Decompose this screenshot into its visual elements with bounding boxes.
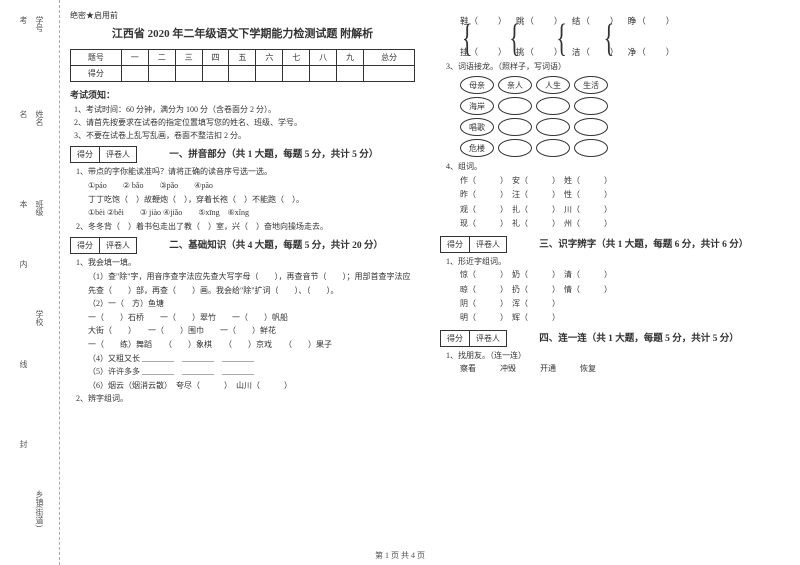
group-row: 阴（ ） 浑（ ） [460, 297, 785, 311]
bind-label: 学校 [34, 310, 45, 326]
score-box: 得分 评卷人 [440, 236, 507, 253]
right-column: 鞋（ ） 跳（ ） 结（ ） 睁（ ） { { { { 挂（ ） 挑（ ） 洁（… [440, 14, 785, 545]
bind-mark: 线 [18, 360, 29, 368]
bind-mark: 名 [18, 110, 29, 118]
bind-label: 乡镇(街道) [34, 490, 45, 527]
secret-label: 绝密★启用前 [70, 10, 415, 21]
instructions: 1、考试时间：60 分钟，满分为 100 分（含卷面分 2 分）。 2、请首先按… [70, 104, 415, 142]
group-row: 明（ ） 辉（ ） [460, 311, 785, 325]
brace-icon: { [509, 25, 521, 49]
chain-oval [498, 139, 532, 157]
q-line: （4）又粗又长 ________ ________ ________ [88, 352, 415, 366]
bind-label: 班级 [34, 200, 45, 216]
left-column: 绝密★启用前 江西省 2020 年二年级语文下学期能力检测试题 附解析 题号 一… [70, 10, 415, 545]
bind-mark: 考 [18, 16, 29, 24]
table-row: 得分 [71, 66, 415, 82]
chain-oval [536, 118, 570, 136]
note-line: 2、请首先按要求在试卷的指定位置填写您的姓名、班级、学号。 [74, 117, 415, 130]
page-footer: 第 1 页 共 4 页 [0, 550, 800, 561]
q-line: 3、词语接龙。（照样子，写词语） [446, 60, 785, 74]
grader-label: 评卷人 [100, 147, 136, 162]
score-label: 得分 [441, 331, 470, 346]
score-table: 题号 一 二 三 四 五 六 七 八 九 总分 得分 [70, 49, 415, 82]
grader-label: 评卷人 [470, 331, 506, 346]
chain-row: 海岸 [460, 97, 785, 115]
section-4-title: 四、连一连（共 1 大题，每题 5 分，共计 5 分） [539, 330, 739, 344]
q-line: （1）查"除"字，用音序查字法应先查大写字母（ ），再查音节（ ）；用部首查字法… [88, 270, 415, 297]
bind-mark: 封 [18, 440, 29, 448]
brace-icon: { [462, 25, 474, 49]
chain-oval [498, 118, 532, 136]
q-line: 1、我会填一填。 [76, 256, 415, 270]
group-row: 作（ ） 安（ ） 姓（ ） [460, 174, 785, 188]
q-line: 一（ 练）舞蹈 （ ）象棋 （ ）京戏 （ ）果子 [88, 338, 415, 352]
q-line: 大街（ ） 一（ ）围巾 一（ ）鲜花 [88, 324, 415, 338]
chain-row: 母亲 亲人 人生 生活 [460, 76, 785, 94]
chain-oval [574, 97, 608, 115]
brace-icon: { [556, 25, 568, 49]
q-line: 丁丁吃饱（ ）故鞭炮（ ），穿着长袍（ ）不能跑（ ）。 [88, 193, 415, 207]
exam-title: 江西省 2020 年二年级语文下学期能力检测试题 附解析 [70, 25, 415, 41]
connect-row: 察看 冲毁 开通 恢复 [460, 362, 785, 376]
chain-oval [498, 97, 532, 115]
chain-oval: 母亲 [460, 76, 494, 94]
chain-oval: 生活 [574, 76, 608, 94]
chain-oval [536, 97, 570, 115]
table-row: 题号 一 二 三 四 五 六 七 八 九 总分 [71, 50, 415, 66]
bind-label: 姓名 [34, 110, 45, 126]
chain-oval: 海岸 [460, 97, 494, 115]
q-line: ①bèi ②běi ③ jiào ④jiǎo ⑤xīng ⑥xǐng [88, 206, 415, 220]
grader-label: 评卷人 [100, 238, 136, 253]
score-box: 得分 评卷人 [70, 237, 137, 254]
q-line: （5）许许多多 ________ ________ ________ [88, 365, 415, 379]
bind-mark: 内 [18, 260, 29, 268]
section-1-title: 一、拼音部分（共 1 大题，每题 5 分，共计 5 分） [169, 146, 378, 160]
q-line: ①páo ② bǎo ③pǎo ④pāo [88, 179, 415, 193]
bracket-brace: { { { { [460, 29, 785, 44]
bind-mark: 本 [18, 200, 29, 208]
chain-oval: 人生 [536, 76, 570, 94]
binding-column: 学号 考 姓名 名 班级 本 内 学校 线 封 乡镇(街道) [0, 0, 60, 565]
section-3-title: 三、识字辨字（共 1 大题，每题 6 分，共计 6 分） [539, 236, 748, 250]
group-row: 昨（ ） 汪（ ） 性（ ） [460, 188, 785, 202]
q-line: 2、辨字组词。 [76, 392, 415, 406]
score-label: 得分 [441, 237, 470, 252]
note-line: 1、考试时间：60 分钟，满分为 100 分（含卷面分 2 分）。 [74, 104, 415, 117]
q-line: 1、带点的字你能读准吗？请将正确的读音序号选一选。 [76, 165, 415, 179]
page-content: 绝密★启用前 江西省 2020 年二年级语文下学期能力检测试题 附解析 题号 一… [70, 10, 785, 545]
group-row: 观（ ） 扎（ ） 川（ ） [460, 203, 785, 217]
chain-oval: 唱歌 [460, 118, 494, 136]
note-line: 3、不要在试卷上乱写乱画，卷面不整洁扣 2 分。 [74, 130, 415, 143]
group-row: 惊（ ） 奶（ ） 清（ ） [460, 268, 785, 282]
chain-oval [574, 139, 608, 157]
chain-row: 危楼 [460, 139, 785, 157]
brace-icon: { [604, 25, 616, 49]
bind-label: 学号 [34, 16, 45, 32]
chain-oval: 亲人 [498, 76, 532, 94]
score-box: 得分 评卷人 [70, 146, 137, 163]
grader-label: 评卷人 [470, 237, 506, 252]
group-row: 现（ ） 礼（ ） 州（ ） [460, 217, 785, 231]
chain-oval [574, 118, 608, 136]
chain-oval: 危楼 [460, 139, 494, 157]
q-line: （6）烟云（烟消云散） 夸尽（ ） 山川（ ） [88, 379, 415, 393]
q-line: 4、组词。 [446, 160, 785, 174]
q-line: 1、找朋友。（连一连） [446, 349, 785, 363]
q-line: 1、形近字组词。 [446, 255, 785, 269]
score-label: 得分 [71, 147, 100, 162]
chain-oval [536, 139, 570, 157]
instructions-head: 考试须知： [70, 88, 415, 101]
group-row: 晾（ ） 扔（ ） 情（ ） [460, 283, 785, 297]
score-label: 得分 [71, 238, 100, 253]
chain-row: 唱歌 [460, 118, 785, 136]
q-line: 2、冬冬背（ ）着书包走出了教（ ）室，兴（ ）奋地向操场走去。 [76, 220, 415, 234]
section-2-title: 二、基础知识（共 4 大题，每题 5 分，共计 20 分） [169, 237, 383, 251]
q-line: （2）一（ 方）鱼塘 [88, 297, 415, 311]
q-line: 一（ ）石桥 一（ ）翠竹 一（ ）帆船 [88, 311, 415, 325]
score-box: 得分 评卷人 [440, 330, 507, 347]
